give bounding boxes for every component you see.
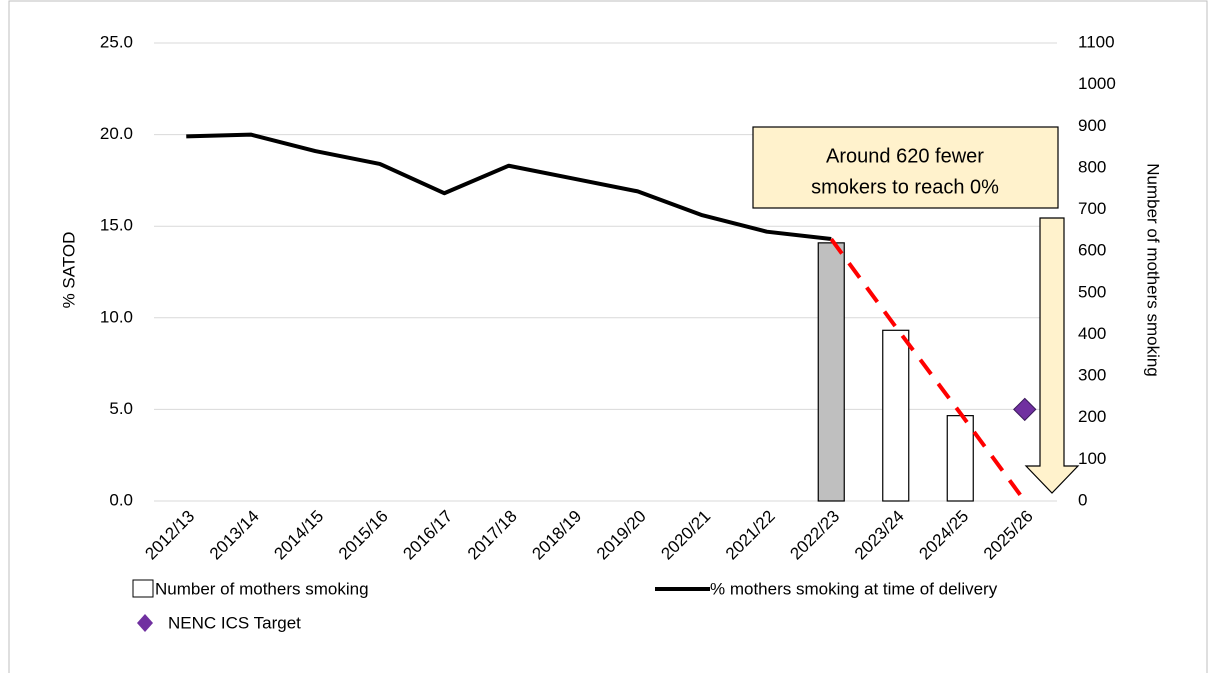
bar (882, 329, 910, 502)
y-tick-label: 0.0 (109, 490, 133, 509)
y2-tick-label: 1100 (1078, 32, 1115, 51)
y2-axis-title: Number of mothers smoking (1144, 163, 1163, 377)
x-tick-label: 2022/23 (786, 507, 843, 564)
x-tick-label: 2025/26 (980, 507, 1037, 564)
annotation-arrow (1024, 217, 1080, 494)
y2-tick-label: 800 (1078, 157, 1106, 176)
legend-label: % mothers smoking at time of delivery (710, 579, 998, 598)
legend-label: Number of mothers smoking (155, 579, 369, 598)
annotation-box (752, 126, 1059, 209)
projection-line (829, 237, 1027, 503)
x-tick-label: 2012/13 (141, 507, 198, 564)
y-tick-label: 10.0 (100, 307, 133, 326)
x-tick-label: 2013/14 (206, 507, 263, 564)
y-tick-label: 5.0 (109, 399, 133, 418)
bar (817, 242, 845, 502)
y2-tick-label: 200 (1078, 407, 1106, 426)
x-tick-label: 2014/15 (270, 507, 327, 564)
y2-tick-label: 0 (1078, 490, 1087, 509)
y-axis-title: % SATOD (59, 232, 78, 309)
y-tick-label: 15.0 (100, 216, 133, 235)
y2-tick-label: 100 (1078, 449, 1106, 468)
annotation-text: smokers to reach 0% (811, 176, 999, 198)
line-series (186, 132, 832, 242)
y2-tick-label: 600 (1078, 241, 1106, 260)
x-tick-label: 2017/18 (464, 507, 521, 564)
legend-swatch (137, 614, 153, 632)
y2-tick-label: 400 (1078, 324, 1106, 343)
y-tick-label: 25.0 (100, 32, 133, 51)
bar (946, 415, 974, 502)
x-tick-label: 2018/19 (528, 507, 585, 564)
chart-frame (8, 0, 1208, 678)
legend-swatch (132, 579, 154, 598)
legend-label: NENC ICS Target (168, 613, 301, 632)
y2-tick-label: 700 (1078, 199, 1106, 218)
x-tick-label: 2021/22 (722, 507, 779, 564)
y2-tick-label: 1000 (1078, 74, 1116, 93)
x-tick-label: 2023/24 (851, 507, 908, 564)
x-tick-label: 2024/25 (915, 507, 972, 564)
y2-tick-label: 300 (1078, 366, 1106, 385)
x-tick-label: 2016/17 (399, 507, 456, 564)
y2-tick-label: 500 (1078, 282, 1106, 301)
y2-tick-label: 900 (1078, 116, 1106, 135)
x-tick-label: 2015/16 (335, 507, 392, 564)
y-tick-label: 20.0 (100, 124, 133, 143)
target-marker (1013, 397, 1037, 422)
x-tick-label: 2019/20 (593, 507, 650, 564)
x-tick-label: 2020/21 (657, 507, 714, 564)
annotation-text: Around 620 fewer (826, 145, 984, 167)
